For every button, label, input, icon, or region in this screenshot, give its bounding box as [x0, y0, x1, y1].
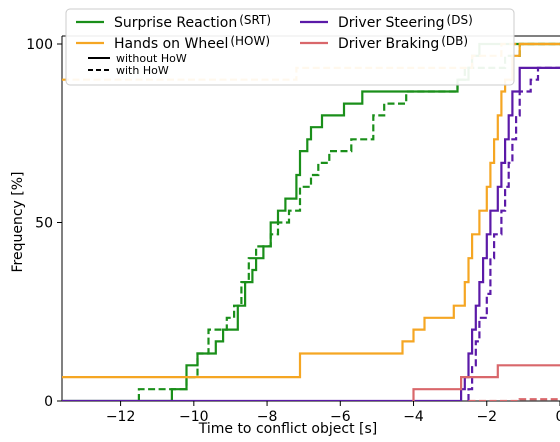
legend: Surprise Reaction(SRT) Hands on Wheel(HOW… — [66, 9, 514, 85]
series-line-ds_solid — [62, 68, 560, 401]
y-tick-label: 50 — [35, 216, 53, 232]
series-line-db_solid — [414, 365, 560, 401]
series-line-ds_dashed — [469, 68, 560, 401]
series-group — [62, 44, 560, 401]
legend-abbr-3: (DB) — [441, 34, 468, 48]
series-line-how_solid — [62, 44, 560, 377]
y-axis-label: Frequency [%] — [10, 171, 26, 272]
series-line-srt_dashed — [139, 44, 560, 401]
legend-abbr-0: (SRT) — [239, 13, 271, 27]
y-tick-label: 100 — [26, 37, 53, 53]
x-tick-label: −2 — [476, 409, 497, 425]
x-tick-label: −4 — [403, 409, 424, 425]
y-tick-label: 0 — [44, 394, 53, 410]
x-tick-label: −12 — [106, 409, 136, 425]
legend-label-2: Driver Steering — [338, 15, 445, 31]
series-line-srt_solid — [62, 44, 560, 401]
style-label-1: with HoW — [116, 64, 169, 77]
legend-abbr-1: (HOW) — [230, 34, 270, 48]
legend-abbr-2: (DS) — [447, 13, 473, 27]
legend-label-0: Surprise Reaction — [114, 15, 237, 31]
x-tick-label: 0 — [556, 409, 560, 425]
legend-label-1: Hands on Wheel — [114, 36, 228, 52]
legend-label-3: Driver Braking — [338, 36, 439, 52]
x-axis-label: Time to conflict object [s] — [198, 421, 378, 437]
